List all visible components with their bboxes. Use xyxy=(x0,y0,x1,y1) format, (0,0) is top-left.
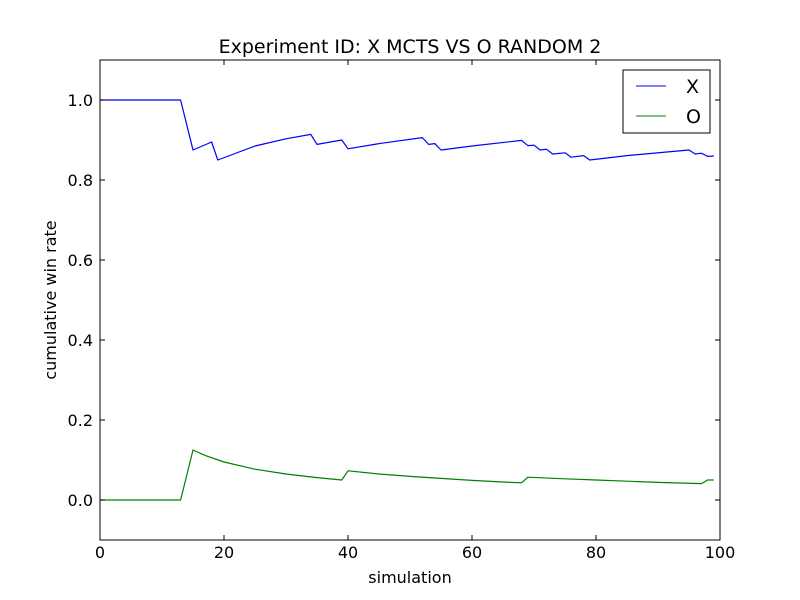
x-tick-label: 80 xyxy=(586,543,606,562)
y-tick-label: 0.4 xyxy=(68,331,93,350)
series-line-o xyxy=(100,449,714,501)
legend: X O xyxy=(622,69,711,134)
y-tick-label: 0.2 xyxy=(68,411,93,430)
x-tick-label: 40 xyxy=(338,543,358,562)
y-axis-label: cumulative win rate xyxy=(41,220,60,379)
x-tick-label: 20 xyxy=(214,543,234,562)
y-tick-label: 0.6 xyxy=(68,251,93,270)
plot-frame xyxy=(99,59,721,541)
plot-area: 0 20 40 60 80 100 0.0 0.2 0.4 0.6 0.8 1.0 xyxy=(68,59,736,562)
legend-label-x: X xyxy=(686,76,699,98)
x-tick-label: 0 xyxy=(95,543,105,562)
legend-label-o: O xyxy=(686,106,701,128)
x-tick-label: 100 xyxy=(705,543,736,562)
series-line-x xyxy=(100,99,714,161)
series-layer xyxy=(100,99,714,501)
legend-box xyxy=(622,69,711,134)
tick-layer: 0 20 40 60 80 100 0.0 0.2 0.4 0.6 0.8 1.0 xyxy=(68,60,736,562)
x-axis-label: simulation xyxy=(368,568,451,587)
plot-background xyxy=(100,60,720,540)
chart-title: Experiment ID: X MCTS VS O RANDOM 2 xyxy=(219,36,602,58)
y-tick-label: 1.0 xyxy=(68,91,93,110)
x-tick-label: 60 xyxy=(462,543,482,562)
y-tick-label: 0.8 xyxy=(68,171,93,190)
y-tick-label: 0.0 xyxy=(68,491,93,510)
